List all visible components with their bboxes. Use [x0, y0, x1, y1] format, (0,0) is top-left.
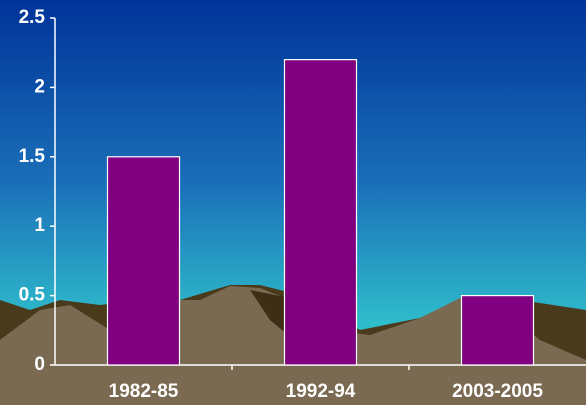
y-tick-label: 0 — [34, 354, 45, 375]
bar — [283, 59, 358, 366]
bar — [106, 156, 181, 366]
x-tick-label: 1982-85 — [109, 381, 179, 402]
y-tick-label: 2 — [34, 76, 45, 97]
x-tick-label: 1992-94 — [286, 381, 356, 402]
y-tick-label: 1.5 — [19, 146, 46, 167]
y-tick-label: 1 — [34, 215, 45, 236]
y-tick-label: 2.5 — [19, 7, 46, 28]
x-tick-label: 2003-2005 — [452, 381, 543, 402]
y-tick-label: 0.5 — [19, 285, 46, 306]
bar — [460, 295, 535, 366]
